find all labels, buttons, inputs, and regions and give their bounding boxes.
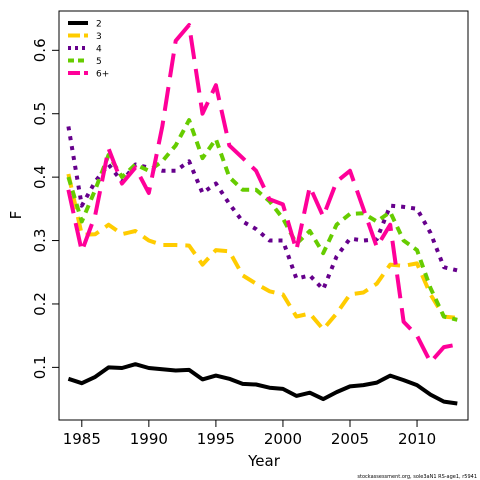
y-axis-title: F: [7, 211, 25, 220]
series-line-3: [66, 173, 458, 332]
legend-label: 6+: [96, 70, 109, 80]
series-line-4: [66, 126, 458, 292]
y-tick-label: 0.3: [31, 229, 49, 253]
x-tick-label: 2010: [398, 430, 436, 448]
x-tick-label: 2005: [331, 430, 369, 448]
footnote: stockassessment.org, sole3aN1 RS-age1, r…: [357, 474, 477, 480]
legend: 2 3 4 5 6+: [68, 20, 109, 80]
x-axis: 1985 1990 1995 2000 2005 2010: [63, 420, 436, 448]
x-tick-label: 2000: [264, 430, 302, 448]
series-layer: [66, 23, 458, 406]
y-tick-label: 0.2: [31, 292, 49, 316]
legend-label: 4: [96, 45, 102, 55]
series-line-2: [67, 362, 458, 406]
legend-label: 5: [96, 57, 102, 67]
plot-frame: [58, 10, 469, 421]
legend-label: 3: [96, 32, 102, 42]
legend-label: 2: [96, 20, 102, 30]
x-tick-label: 1995: [197, 430, 235, 448]
y-axis: 0.1 0.2 0.3 0.4 0.5 0.6: [31, 38, 59, 379]
x-axis-title: Year: [247, 452, 281, 470]
y-tick-label: 0.1: [31, 355, 49, 379]
y-tick-label: 0.5: [31, 102, 49, 126]
x-tick-label: 1985: [63, 430, 101, 448]
y-tick-label: 0.4: [31, 165, 49, 189]
series-line-5: [66, 118, 458, 322]
x-tick-label: 1990: [130, 430, 168, 448]
y-tick-label: 0.6: [31, 38, 49, 62]
series-line-6plus: [66, 23, 458, 365]
